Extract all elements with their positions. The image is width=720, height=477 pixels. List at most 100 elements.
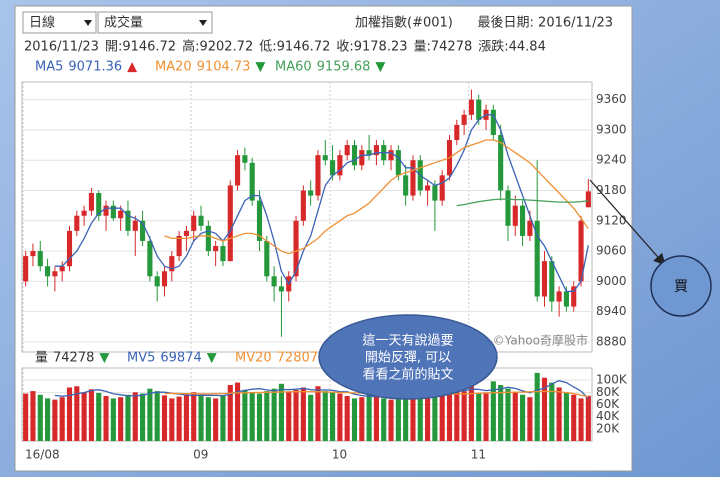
- candle-body: [140, 220, 146, 241]
- candle-body: [278, 286, 284, 292]
- volume-bar: [227, 385, 233, 441]
- volume-bar: [118, 397, 124, 441]
- candle-body: [118, 210, 124, 219]
- volume-bar: [432, 394, 438, 441]
- legend-text: 9071.36: [68, 60, 122, 75]
- candle-body: [161, 271, 168, 287]
- indicator-select-text: 成交量: [104, 15, 143, 31]
- quote-item: 開:9146.72: [105, 40, 176, 55]
- volume-bar: [96, 392, 102, 441]
- volume-bar: [81, 392, 87, 441]
- volume-bar: [140, 393, 146, 441]
- volume-bar: [410, 392, 416, 441]
- indicator-select[interactable]: [97, 11, 213, 34]
- note-bubble: [318, 314, 498, 400]
- candle-body: [110, 205, 116, 219]
- candle-body: [520, 205, 526, 236]
- volume-bar: [220, 395, 226, 441]
- candle-body: [578, 220, 584, 282]
- y-tick-label: 100K: [596, 373, 628, 387]
- volume-bar: [315, 386, 321, 441]
- volume-bar: [249, 392, 255, 441]
- volume-bar: [205, 397, 211, 441]
- volume-bar: [213, 398, 219, 441]
- candle-body: [454, 124, 460, 141]
- candle-body: [563, 291, 569, 307]
- period-select[interactable]: [22, 11, 97, 34]
- ma-line: [54, 114, 589, 293]
- legend-text: MV5: [127, 351, 155, 366]
- legend-text: MA60: [275, 60, 312, 75]
- x-tick-label: 16/08: [25, 448, 60, 462]
- volume-bar: [286, 392, 292, 441]
- x-tick-label: 11: [471, 448, 486, 462]
- ma-line: [456, 198, 589, 207]
- x-tick-label: 09: [193, 448, 208, 462]
- candle-body: [549, 261, 555, 302]
- volume-bar: [330, 392, 336, 441]
- candle-body: [395, 150, 401, 176]
- candle-body: [198, 215, 204, 226]
- candle-body: [373, 145, 379, 156]
- volume-bar: [30, 391, 36, 441]
- volume-bar: [527, 397, 533, 441]
- volume-bar: [322, 391, 328, 441]
- candle-body: [534, 220, 540, 297]
- candle-body: [271, 276, 277, 287]
- volume-bar: [169, 398, 175, 441]
- candle-body: [23, 256, 29, 282]
- candle-body: [527, 220, 533, 236]
- volume-bar: [132, 392, 138, 441]
- y-tick-label: 60K: [596, 397, 620, 411]
- volume-bar: [556, 387, 562, 441]
- legend-text: 量: [35, 351, 48, 366]
- candle-body: [293, 220, 299, 277]
- volume-bar: [571, 394, 577, 441]
- candle-body: [147, 240, 153, 277]
- legend-text: ▼: [375, 60, 385, 75]
- signal-arrow: [589, 179, 666, 266]
- volume-bar: [198, 394, 204, 441]
- volume-bar: [88, 389, 94, 441]
- candle-body: [322, 155, 328, 161]
- volume-bar: [395, 397, 401, 441]
- candle-body: [498, 134, 504, 191]
- volume-bar: [161, 395, 168, 441]
- candle-body: [96, 193, 102, 216]
- y-tick-label: 9000: [596, 274, 627, 288]
- volume-bar: [461, 391, 467, 441]
- volume-bar: [344, 395, 350, 441]
- ma-line: [164, 139, 589, 255]
- y-tick-label: 9120: [596, 213, 627, 227]
- candle-body: [52, 271, 58, 277]
- candle-body: [235, 155, 241, 186]
- volume-bar: [66, 387, 73, 441]
- volume-bar: [59, 397, 65, 441]
- volume-bar: [520, 394, 526, 441]
- candle-body: [74, 215, 80, 231]
- legend-text: ▼: [207, 351, 217, 366]
- candle-body: [366, 150, 372, 156]
- candle-body: [476, 99, 482, 120]
- volume-bar: [183, 394, 189, 441]
- candle-body: [403, 175, 409, 196]
- candle-body: [249, 162, 255, 201]
- candle-body: [315, 155, 321, 196]
- volume-bar: [476, 393, 482, 441]
- candle-body: [213, 246, 219, 252]
- candle-body: [439, 175, 445, 201]
- volume-bar: [110, 398, 116, 441]
- y-tick-label: 9300: [596, 122, 627, 136]
- index-name: 加權指數(#001): [355, 16, 453, 31]
- dropdown-icon: [199, 20, 207, 26]
- candle-body: [30, 251, 36, 257]
- plot-layer: 16/08 09 10 11 8880 8940 9000 9060 9120 9180 9240 9…: [22, 82, 628, 462]
- y-tick-label: 40K: [596, 409, 620, 423]
- volume-bar: [176, 396, 182, 441]
- candle-body: [388, 150, 394, 161]
- volume-bar: [23, 393, 29, 441]
- volume-bar: [242, 389, 248, 441]
- legend-text: 74278: [53, 351, 94, 366]
- candle-body: [154, 276, 160, 287]
